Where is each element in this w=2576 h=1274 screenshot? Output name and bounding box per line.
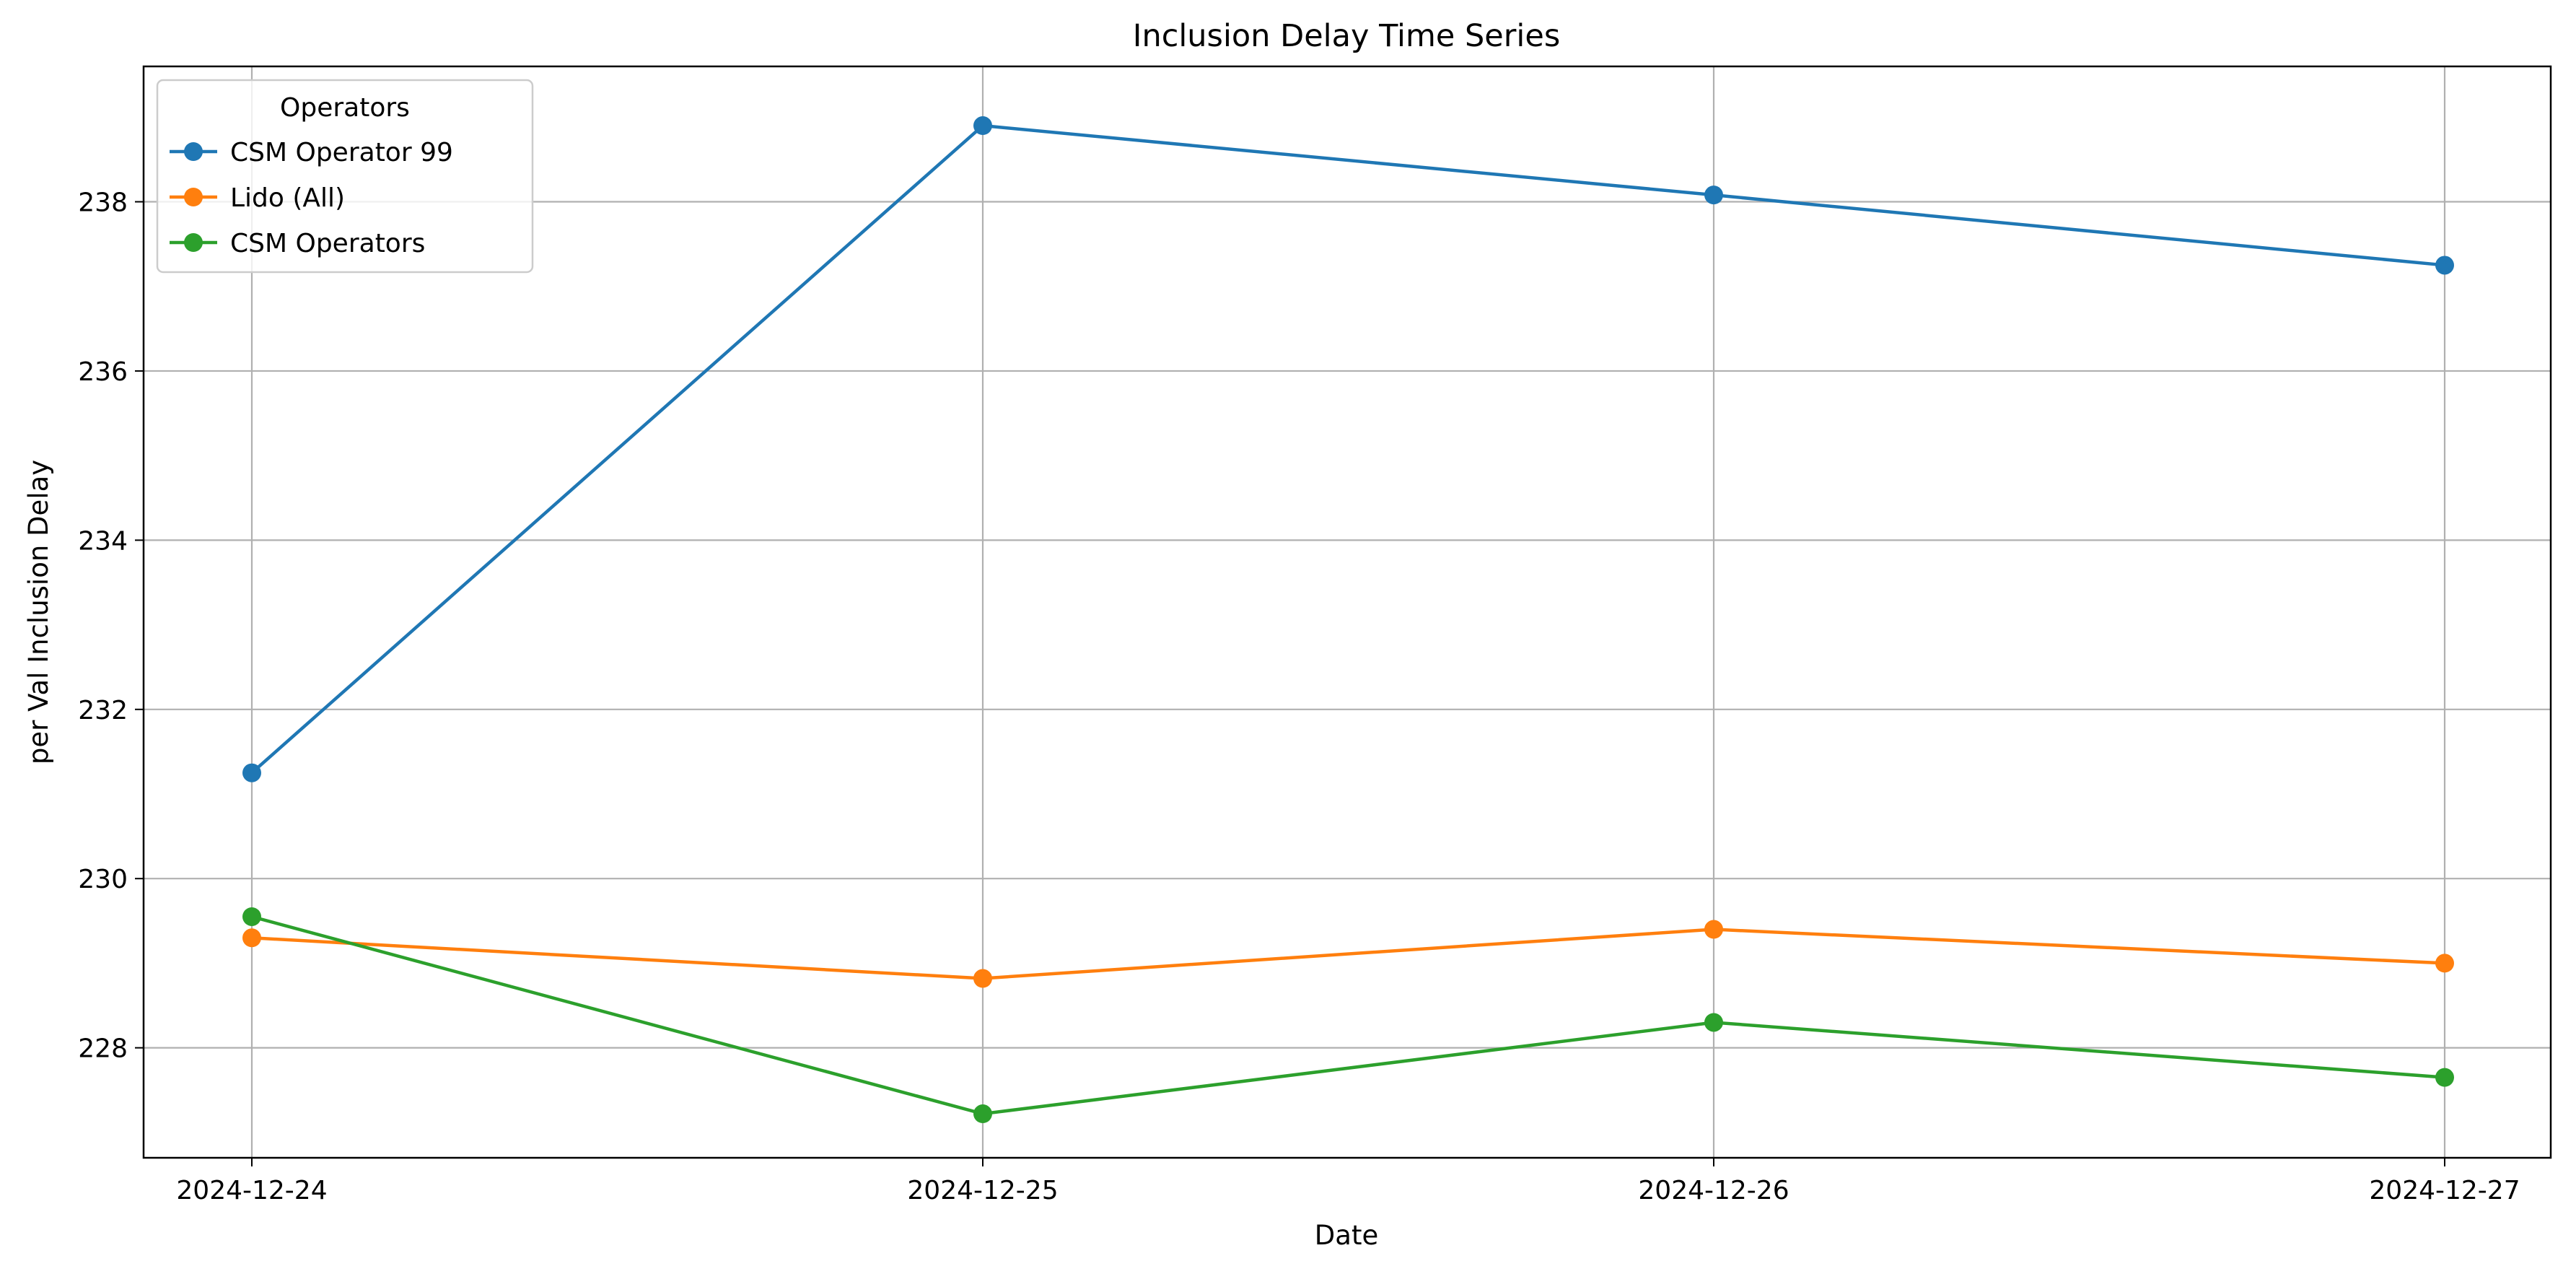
- legend-entry: Lido (All): [170, 183, 345, 213]
- plot-frame: [142, 65, 2552, 1159]
- data-point: [973, 969, 992, 988]
- series-1: [242, 116, 2454, 782]
- data-point: [242, 928, 261, 948]
- x-tick-label: 2024-12-26: [1638, 1176, 1789, 1205]
- legend-entry: CSM Operators: [170, 229, 425, 258]
- legend-label: CSM Operator 99: [230, 138, 453, 167]
- series-2: [242, 920, 2454, 988]
- series-line: [251, 928, 2445, 980]
- data-point: [973, 1104, 992, 1124]
- legend: Operators CSM Operator 99 Lido (All) CSM Op…: [156, 79, 534, 274]
- y-tick-label: 236: [78, 357, 128, 387]
- x-tick-label: 2024-12-27: [2369, 1176, 2520, 1205]
- y-tick-label: 232: [78, 696, 128, 725]
- legend-label: Lido (All): [230, 183, 345, 213]
- x-axis-label: Date: [1315, 1220, 1378, 1251]
- legend-marker: [184, 233, 203, 252]
- legend-entry: CSM Operator 99: [170, 138, 453, 167]
- grid-layer: [144, 66, 2551, 1158]
- data-point: [2435, 256, 2454, 275]
- data-point: [2435, 1068, 2454, 1087]
- y-tick-label: 230: [78, 865, 128, 894]
- series-line: [250, 123, 2445, 775]
- y-tick-label: 234: [78, 526, 128, 556]
- data-point: [2435, 954, 2454, 973]
- legend-box: [156, 79, 534, 274]
- legend-title: Operators: [280, 93, 410, 123]
- y-tick-label: 238: [78, 188, 128, 218]
- data-point: [242, 763, 261, 782]
- data-point: [973, 116, 992, 136]
- series-layer: [242, 116, 2454, 1124]
- data-point: [1704, 920, 1723, 939]
- data-point: [1704, 186, 1723, 205]
- ticks-layer: 2024-12-24 2024-12-25 2024-12-26 2024-12-27…: [78, 188, 2520, 1205]
- legend-marker: [184, 188, 203, 206]
- chart-title: Inclusion Delay Time Series: [1133, 18, 1560, 54]
- x-tick-label: 2024-12-24: [176, 1176, 327, 1205]
- data-point: [1704, 1013, 1723, 1032]
- x-tick-label: 2024-12-25: [907, 1176, 1058, 1205]
- legend-marker: [184, 142, 203, 161]
- data-point: [242, 907, 261, 926]
- series-line: [251, 915, 2445, 1116]
- legend-label: CSM Operators: [230, 229, 425, 258]
- y-axis-label: per Val Inclusion Delay: [23, 460, 54, 764]
- series-3: [242, 907, 2454, 1124]
- y-tick-label: 228: [78, 1034, 128, 1064]
